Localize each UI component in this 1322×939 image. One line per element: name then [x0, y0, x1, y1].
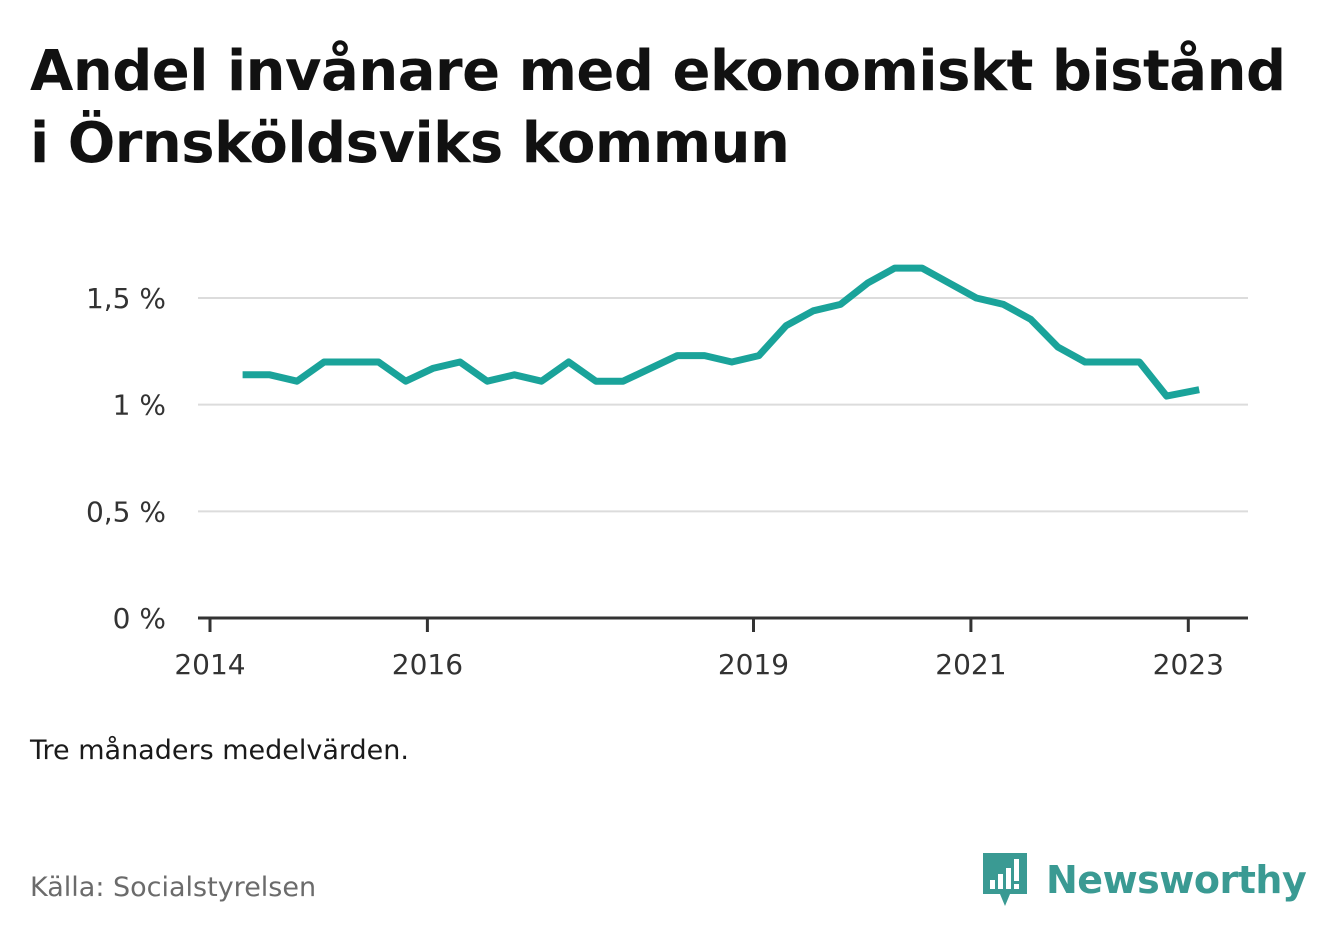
y-tick-label: 0 %: [113, 602, 166, 635]
data-series: [242, 264, 1200, 400]
y-tick-label: 1,5 %: [86, 282, 166, 315]
chart-title: Andel invånare med ekonomiskt bistånd i …: [30, 39, 1286, 176]
x-tick-label: 2023: [1153, 648, 1224, 681]
source-text: Källa: Socialstyrelsen: [30, 872, 317, 903]
newsworthy-logo-icon: [983, 853, 1027, 906]
x-tick-label: 2019: [718, 648, 789, 681]
y-tick-label: 1 %: [113, 389, 166, 422]
brand-logo[interactable]: Newsworthy: [980, 850, 1307, 910]
x-tick-label: 2021: [935, 648, 1006, 681]
y-tick-label: 0,5 %: [86, 495, 166, 528]
brand-name: Newsworthy: [1046, 858, 1307, 902]
x-tick-label: 2014: [174, 648, 245, 681]
x-axis-ticks: 2014 2016 2019 2021 2023: [174, 618, 1224, 681]
x-tick-label: 2016: [392, 648, 463, 681]
series-line: [242, 264, 1200, 400]
y-axis-labels: 0 % 0,5 % 1 % 1,5 %: [86, 282, 166, 635]
chart-note: Tre månaders medelvärden.: [30, 735, 409, 766]
grid-lines: [198, 297, 1248, 513]
